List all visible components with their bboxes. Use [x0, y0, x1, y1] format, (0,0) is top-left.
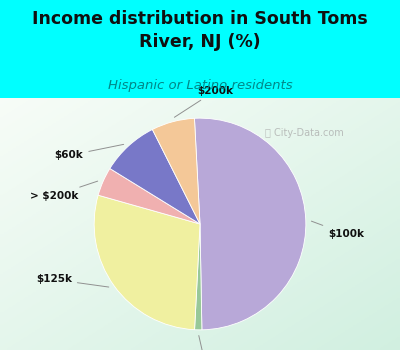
Wedge shape [110, 130, 200, 224]
Text: Income distribution in South Toms
River, NJ (%): Income distribution in South Toms River,… [32, 10, 368, 51]
Text: ⓘ City-Data.com: ⓘ City-Data.com [265, 128, 343, 138]
Text: $200k: $200k [174, 86, 233, 117]
Wedge shape [98, 168, 200, 224]
Text: $125k: $125k [36, 274, 109, 287]
Text: $60k: $60k [54, 144, 124, 160]
Text: $100k: $100k [312, 221, 364, 239]
Wedge shape [94, 195, 200, 330]
Text: Hispanic or Latino residents: Hispanic or Latino residents [108, 79, 292, 92]
Text: $50k: $50k [191, 336, 220, 350]
Wedge shape [152, 118, 200, 224]
Wedge shape [194, 224, 202, 330]
Text: > $200k: > $200k [30, 181, 98, 201]
Wedge shape [194, 118, 306, 330]
